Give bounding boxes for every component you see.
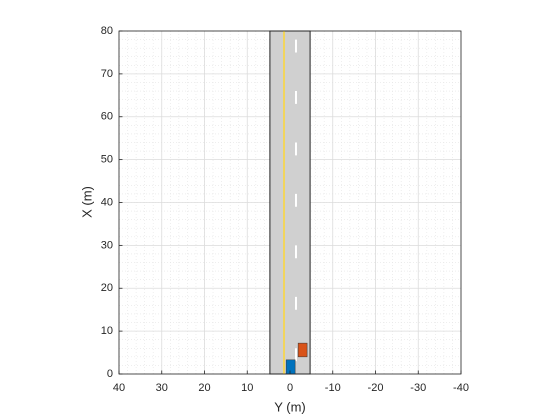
- axes-box: [118, 30, 462, 375]
- x-tick-label: 30: [156, 382, 168, 394]
- y-tick-label: 40: [101, 196, 113, 208]
- y-tick-label: 10: [101, 325, 113, 337]
- x-tick-label: 10: [241, 382, 253, 394]
- y-tick-label: 50: [101, 154, 113, 166]
- x-tick-label: -10: [325, 382, 341, 394]
- x-tick-label: -30: [410, 382, 426, 394]
- y-axis-label: X (m): [79, 186, 94, 218]
- y-tick-label: 20: [101, 282, 113, 294]
- x-tick-label: 40: [113, 382, 125, 394]
- x-axis-label: Y (m): [274, 399, 306, 414]
- y-tick-label: 0: [107, 368, 113, 380]
- y-tick-label: 30: [101, 239, 113, 251]
- x-tick-label: -40: [453, 382, 469, 394]
- y-tick-label: 60: [101, 111, 113, 123]
- y-tick-label: 80: [101, 25, 113, 37]
- vehicle: [297, 342, 308, 358]
- x-tick-label: -20: [368, 382, 384, 394]
- y-tick-label: 70: [101, 68, 113, 80]
- road: [269, 30, 311, 375]
- plot-layer: [269, 30, 311, 375]
- axes-layer: 40 30 20 10 0 -10 -20 -30 -40 0 10 20 30 40 50 60 70 80: [101, 25, 469, 394]
- x-tick-label: 20: [198, 382, 210, 394]
- vehicle: [285, 359, 296, 375]
- x-tick-label: 0: [287, 382, 293, 394]
